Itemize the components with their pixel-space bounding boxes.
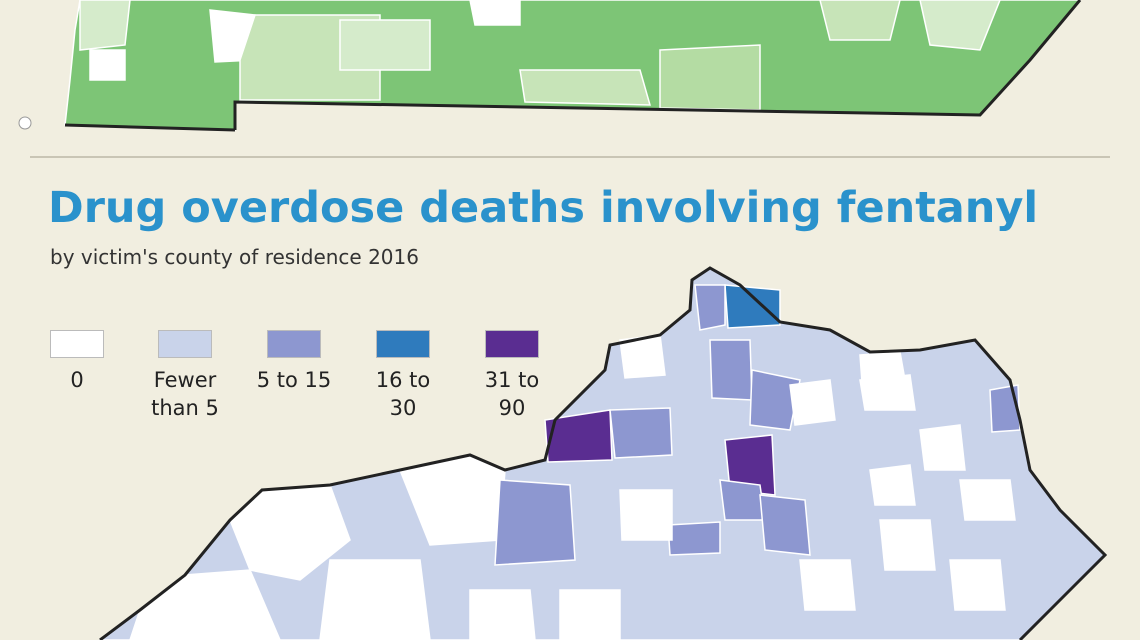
legend-swatch — [267, 330, 321, 358]
top-border — [64, 123, 236, 132]
legend-label: 5 to 15 — [256, 368, 332, 392]
legend-item: 31 to 90 — [485, 330, 565, 422]
title: Drug overdose deaths involving fentanyl — [48, 183, 1039, 233]
legend-item: 0 — [50, 330, 130, 394]
legend-swatch — [485, 330, 539, 358]
legend-item: Fewer than 5 — [151, 330, 238, 422]
legend-label: 0 — [70, 368, 84, 392]
legend-label: 16 to 30 — [375, 368, 431, 420]
legend-swatch — [376, 330, 430, 358]
legend-swatch — [158, 330, 212, 358]
top-border — [233, 0, 1082, 130]
top-map — [64, 0, 1081, 131]
legend-swatch — [50, 330, 104, 358]
marker — [18, 116, 32, 130]
legend-label: Fewer than 5 — [151, 368, 219, 420]
legend-item: 5 to 15 — [257, 330, 347, 394]
legend-item: 16 to 30 — [376, 330, 456, 422]
legend-label: 31 to 90 — [484, 368, 540, 420]
subtitle: by victim's county of residence 2016 — [50, 245, 419, 269]
state-border — [99, 266, 1108, 640]
bottom-map — [98, 267, 1107, 640]
